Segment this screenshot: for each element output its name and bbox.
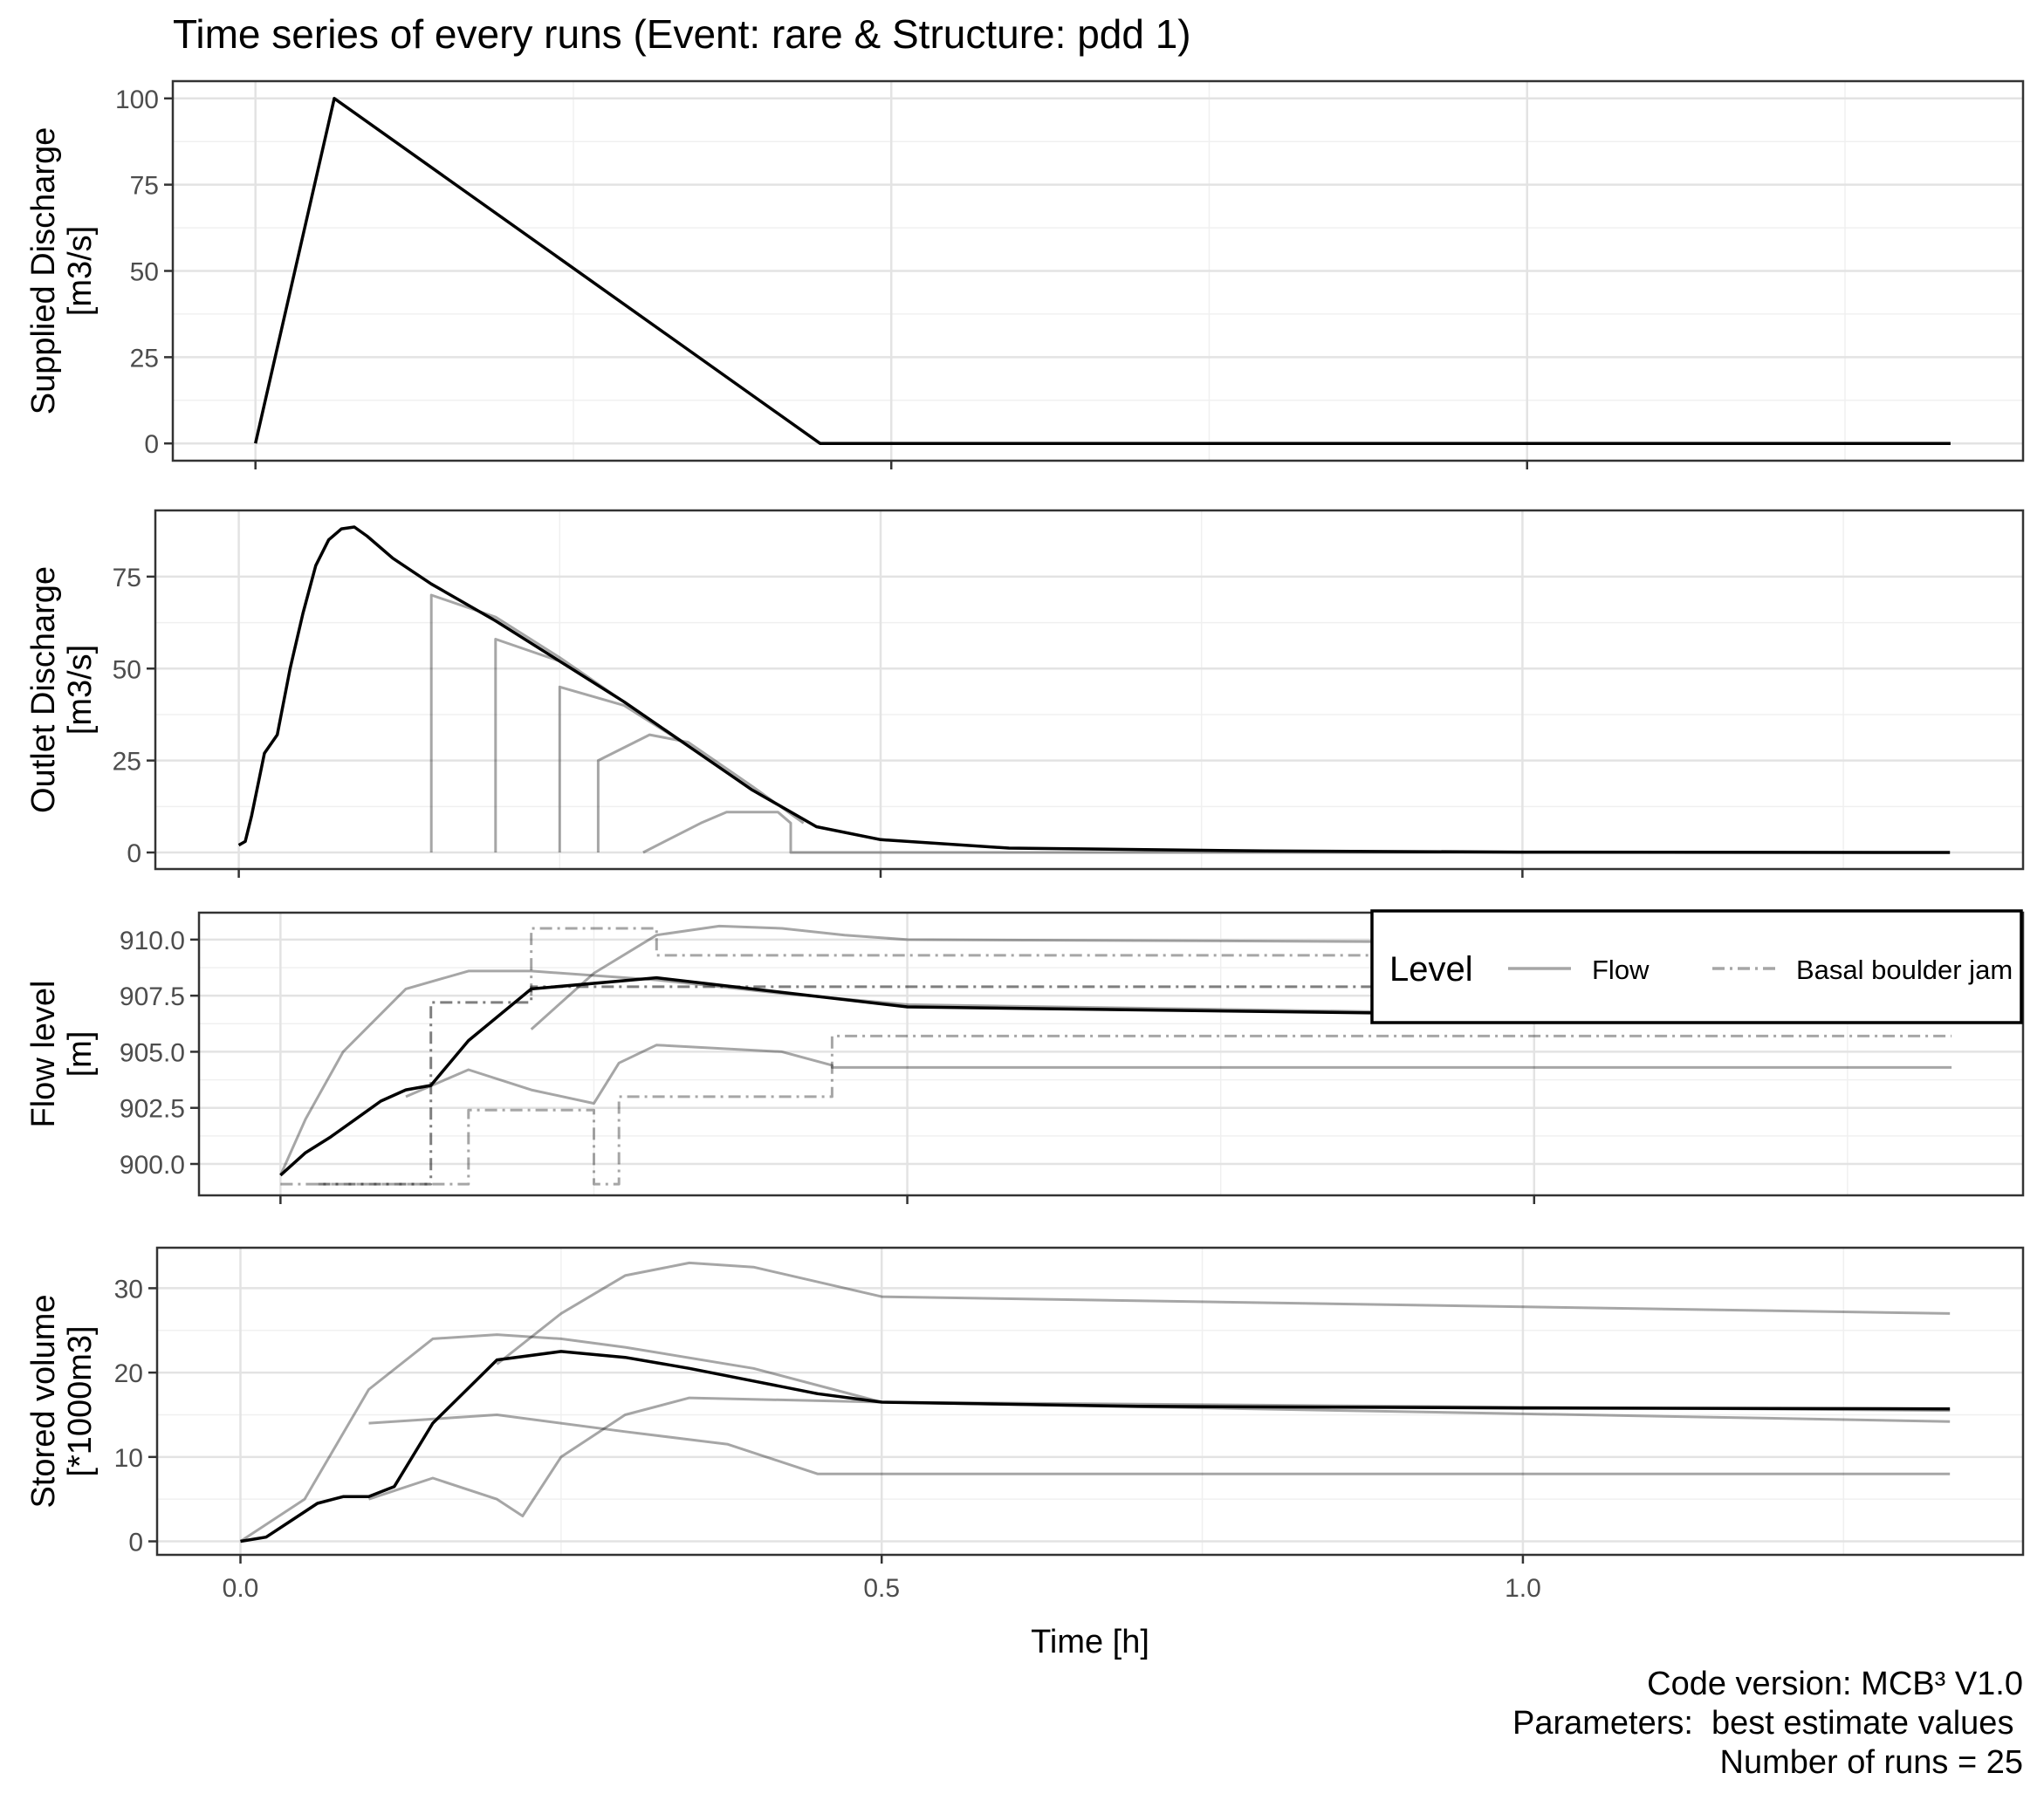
- y-tick-label: 0: [144, 430, 159, 459]
- y-tick-label: 30: [114, 1275, 143, 1304]
- series-line-6: [642, 811, 1951, 854]
- panel-border: [197, 911, 2025, 1197]
- series-line-3: [494, 638, 881, 852]
- y-axis-label-line: [m3/s]: [62, 226, 99, 316]
- series-line-2: [429, 593, 881, 852]
- panel-4: 0 10 20 30 0.0 0.5 1.0 Stored volume[*1000m3] Ti…: [25, 1246, 2025, 1660]
- caption-parameters: Parameters: best estimate values: [1512, 1705, 2023, 1742]
- series-line-6: [530, 927, 1952, 996]
- y-tick-label: 50: [113, 655, 141, 684]
- y-axis-label-line: [m]: [62, 1031, 99, 1078]
- legend-label-2: Basal boulder jam: [1796, 955, 2013, 985]
- y-tick-label: 900.0: [120, 1151, 185, 1180]
- y-tick-label: 20: [114, 1359, 143, 1388]
- series-line-1: [237, 525, 1951, 854]
- x-tick-label: 1.0: [1505, 1574, 1541, 1603]
- panel-border: [155, 1246, 2025, 1557]
- legend: Level Flow Basal boulder jam: [1370, 909, 2023, 1024]
- panel-2: 0 25 50 75 Outlet Discharge[m3/s]: [25, 509, 2025, 878]
- caption-runs: Number of runs = 25: [1719, 1744, 2023, 1781]
- y-axis-label: Outlet Discharge[m3/s]: [25, 566, 99, 813]
- x-tick-label: 0.5: [863, 1574, 900, 1603]
- y-axis-label: Supplied Discharge[m3/s]: [25, 127, 99, 415]
- y-axis-label-line: Outlet Discharge: [25, 566, 62, 813]
- caption-code-version: Code version: MCB³ V1.0: [1647, 1666, 2023, 1702]
- legend-box: [1370, 909, 2023, 1024]
- y-tick-label: 75: [113, 564, 141, 592]
- y-axis-label-line: [*1000m3]: [62, 1325, 99, 1476]
- series-line-5: [280, 1034, 1952, 1186]
- chart-title: Time series of every runs (Event: rare &…: [173, 11, 1191, 57]
- y-tick-label: 0: [127, 839, 141, 868]
- legend-title: Level: [1389, 950, 1473, 989]
- y-tick-label: 100: [115, 86, 159, 114]
- y-tick-label: 25: [113, 748, 141, 777]
- y-tick-label: 907.5: [120, 982, 185, 1011]
- y-tick-label: 0: [128, 1529, 143, 1557]
- y-tick-label: 50: [130, 258, 159, 287]
- panel-1: 0 25 50 75 100 Supplied Discharge[m3/s]: [25, 79, 2025, 469]
- series-line-4: [368, 1396, 1951, 1517]
- series-line-3: [496, 1261, 1951, 1366]
- series-line-4: [405, 1044, 1952, 1105]
- series-line-2: [239, 1333, 1951, 1543]
- panel-border: [154, 509, 2025, 871]
- y-tick-label: 10: [114, 1444, 143, 1473]
- series-line-5: [596, 733, 805, 852]
- x-axis-title: Time [h]: [1031, 1624, 1149, 1660]
- y-tick-label: 25: [130, 344, 159, 373]
- legend-label-1: Flow: [1592, 955, 1650, 985]
- x-tick-label: 0.0: [223, 1574, 259, 1603]
- y-axis-label: Flow level[m]: [25, 981, 99, 1128]
- series-line-1: [279, 975, 1952, 1177]
- caption: Code version: MCB³ V1.0 Parameters: best…: [1512, 1665, 2023, 1783]
- series-line-1: [240, 1350, 1951, 1543]
- y-tick-label: 905.0: [120, 1038, 185, 1067]
- y-tick-label: 902.5: [120, 1095, 185, 1124]
- series-line-3: [530, 924, 1952, 1030]
- series-line-2: [279, 969, 1952, 1176]
- y-axis-label-line: Stored volume: [25, 1294, 62, 1508]
- y-axis-label-line: [m3/s]: [62, 645, 99, 735]
- y-axis-label: Stored volume[*1000m3]: [25, 1294, 99, 1508]
- y-tick-label: 910.0: [120, 927, 185, 955]
- y-tick-label: 75: [130, 172, 159, 201]
- series-line-4: [558, 685, 818, 852]
- series-line-5: [368, 1413, 1951, 1475]
- y-axis-label-line: Flow level: [25, 981, 62, 1128]
- y-axis-label-line: Supplied Discharge: [25, 127, 62, 415]
- series-line-7: [318, 985, 1952, 1186]
- series-line-1: [253, 97, 1951, 445]
